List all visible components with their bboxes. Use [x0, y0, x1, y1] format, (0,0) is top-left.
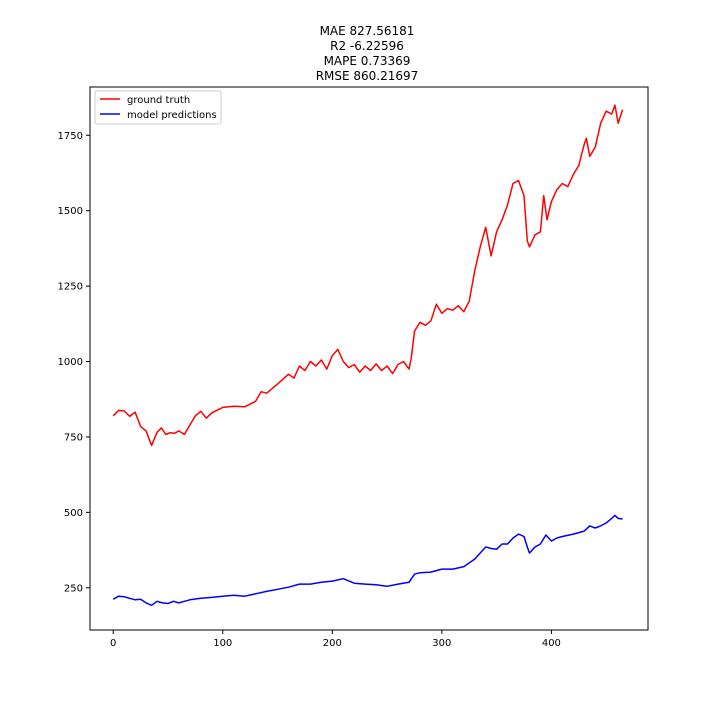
- title-line-mape: MAPE 0.73369: [324, 54, 411, 68]
- title-line-r2: R2 -6.22596: [330, 39, 404, 53]
- y-tick-label: 1250: [58, 282, 83, 293]
- plot-frame: [89, 86, 649, 631]
- y-tick-label: 1500: [58, 206, 83, 217]
- series-layer: [112, 104, 624, 607]
- legend-box: [94, 90, 222, 125]
- x-axis: 0 100 200 300 400: [110, 630, 561, 649]
- legend-label-ground-truth: ground truth: [127, 95, 190, 106]
- y-tick-label: 1750: [58, 131, 83, 142]
- x-tick-label: 200: [323, 638, 342, 649]
- x-tick-label: 100: [213, 638, 232, 649]
- series-line-ground-truth: [112, 104, 624, 447]
- y-tick-label: 250: [64, 583, 83, 594]
- x-tick-label: 0: [110, 638, 116, 649]
- chart-title: MAE 827.56181 R2 -6.22596 MAPE 0.73369 R…: [316, 24, 419, 83]
- y-tick-label: 750: [64, 432, 83, 443]
- x-tick-label: 300: [432, 638, 451, 649]
- title-line-rmse: RMSE 860.21697: [316, 69, 419, 83]
- y-tick-label: 500: [64, 508, 83, 519]
- legend-label-model-predictions: model predictions: [127, 110, 217, 121]
- title-line-mae: MAE 827.56181: [320, 24, 415, 38]
- x-tick-label: 400: [542, 638, 561, 649]
- y-axis: 250 500 750 1000 1250 1500 1750: [58, 131, 90, 594]
- legend: ground truth model predictions: [94, 90, 222, 125]
- series-line-model-predictions: [112, 514, 623, 607]
- y-tick-label: 1000: [58, 357, 83, 368]
